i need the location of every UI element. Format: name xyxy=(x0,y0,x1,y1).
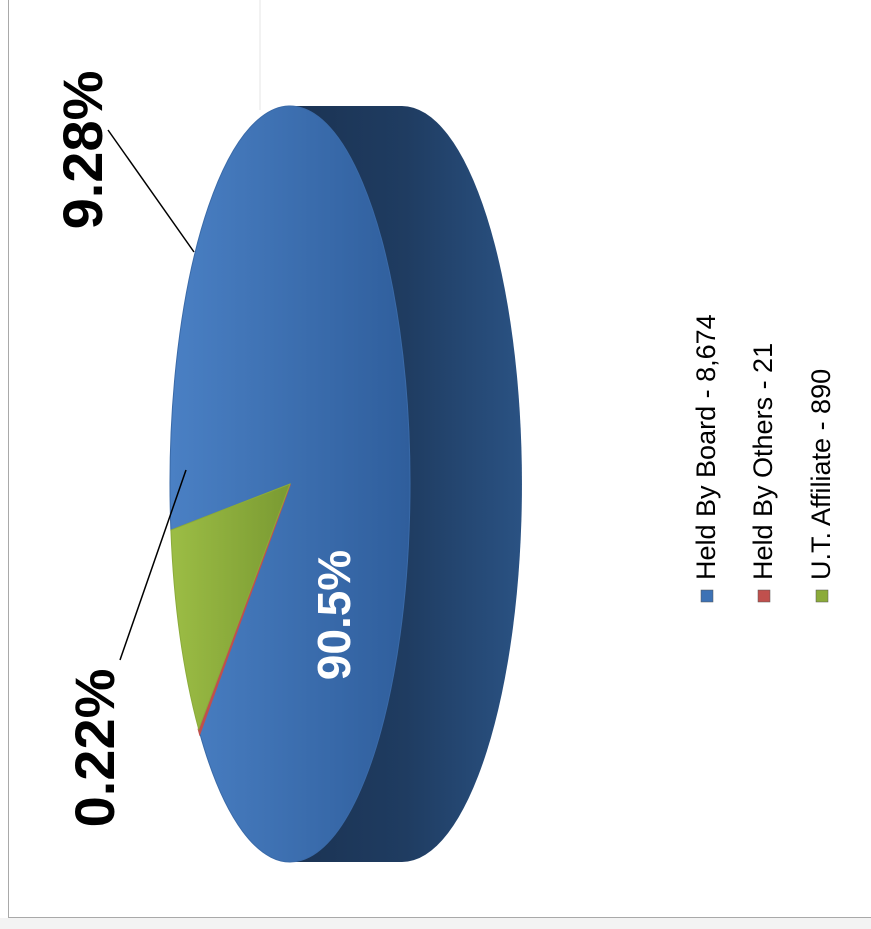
legend-label-1: Held By Board - 8,674 xyxy=(691,314,721,580)
percent-label-others: 0.22% xyxy=(63,669,126,828)
pie-top-face xyxy=(169,105,411,863)
legend-label-2: Held By Others - 21 xyxy=(748,343,778,580)
leader-line-others xyxy=(119,469,187,661)
legend-swatch-1 xyxy=(700,589,714,603)
legend-swatch-3 xyxy=(815,589,829,603)
legend-label-3: U.T. Affiliate - 890 xyxy=(806,369,836,580)
legend-swatch-2 xyxy=(757,589,771,603)
percent-label-affiliate: 9.28% xyxy=(51,71,114,230)
percent-labels: 9.28% 0.22% 90.5% xyxy=(51,71,360,828)
leader-lines xyxy=(107,129,195,661)
percent-label-board: 90.5% xyxy=(308,550,360,680)
leader-line-affiliate xyxy=(107,129,195,253)
bottom-strip xyxy=(0,918,871,929)
legend: Held By Board - 8,674 Held By Others - 21… xyxy=(691,314,836,603)
pie-slice-u-t-affiliate xyxy=(170,483,291,731)
